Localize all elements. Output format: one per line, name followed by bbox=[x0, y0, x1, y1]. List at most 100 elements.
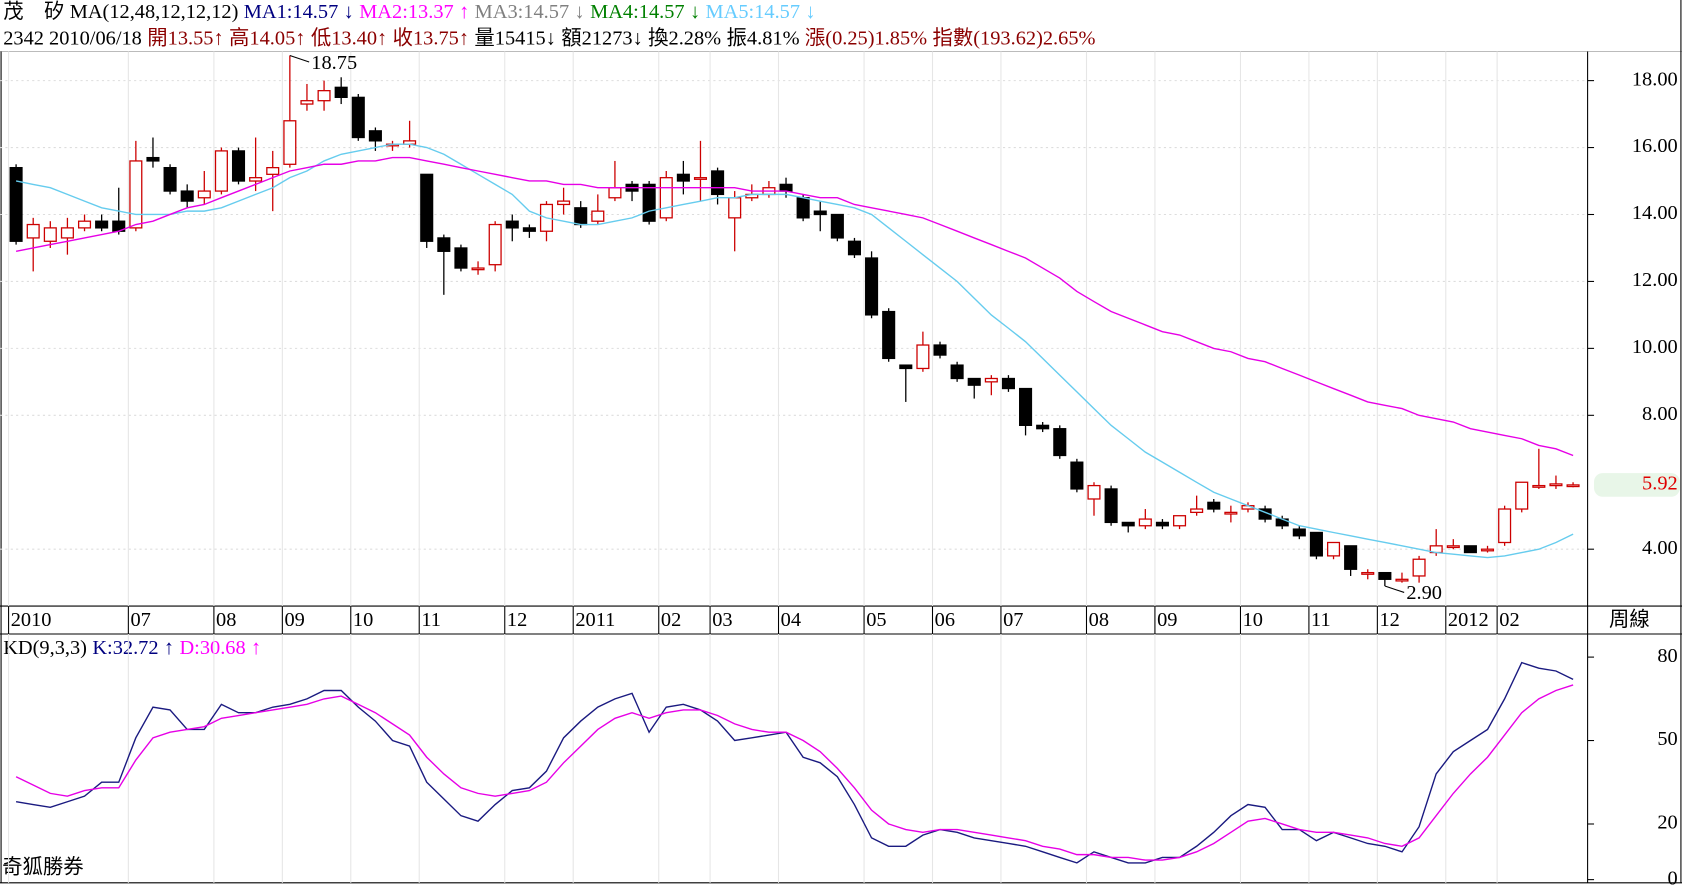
y-tick-label: 8.00 bbox=[1642, 403, 1678, 425]
candle-body bbox=[214, 150, 228, 192]
info-item: D:30.68 bbox=[179, 637, 245, 659]
candle-body bbox=[950, 364, 964, 380]
candle-body bbox=[231, 150, 246, 182]
candle-body bbox=[676, 173, 690, 182]
candle-body bbox=[1378, 571, 1392, 580]
info-item: MA(12,48,12,12,12) bbox=[70, 1, 239, 23]
x-tick-label: 10 bbox=[1243, 609, 1263, 631]
candle-body bbox=[1480, 548, 1495, 552]
candle-body bbox=[197, 190, 211, 199]
info-item: 指數(193.62)2.65% bbox=[933, 26, 1096, 49]
candle-body bbox=[266, 166, 280, 175]
x-tick-label: 07 bbox=[130, 609, 150, 631]
x-tick-label: 12 bbox=[507, 609, 527, 631]
x-tick-label: 2011 bbox=[575, 609, 615, 631]
x-tick-label: 06 bbox=[935, 609, 955, 631]
candle-body bbox=[1155, 521, 1169, 527]
candle-body bbox=[1395, 578, 1409, 582]
x-tick-label: 11 bbox=[1311, 609, 1331, 631]
info-item: 低13.40↑ bbox=[311, 26, 387, 49]
candle-body bbox=[1173, 515, 1187, 527]
candle-body bbox=[437, 237, 451, 252]
x-tick-label: 10 bbox=[353, 609, 373, 631]
candle-body bbox=[1019, 387, 1033, 426]
candle-body bbox=[146, 156, 160, 162]
candle-body bbox=[1001, 377, 1015, 390]
candle-body bbox=[916, 344, 930, 370]
info-item: ↑ bbox=[251, 637, 261, 659]
candle-body bbox=[334, 86, 348, 98]
last-price-label: 5.92 bbox=[1642, 473, 1678, 495]
candle-body bbox=[693, 177, 708, 180]
info-item: ↓ bbox=[344, 1, 354, 23]
info-item: MA1:14.57 bbox=[244, 1, 339, 23]
candle-body bbox=[1053, 428, 1067, 457]
candle-body bbox=[847, 240, 862, 256]
y-tick-label: 12.00 bbox=[1632, 269, 1678, 291]
candle-body bbox=[249, 177, 263, 182]
candle-body bbox=[1412, 558, 1426, 577]
info-item: K:32.72 bbox=[92, 637, 158, 659]
info-item: KD(9,3,3) bbox=[3, 637, 87, 659]
info-item: MA5:14.57 bbox=[706, 1, 801, 23]
candle-body bbox=[796, 197, 810, 219]
candle-body bbox=[882, 310, 896, 360]
candle-body bbox=[1224, 511, 1238, 515]
candle-body bbox=[1121, 521, 1135, 527]
x-tick-label: 02 bbox=[661, 609, 681, 631]
candle-body bbox=[163, 166, 177, 192]
candle-body bbox=[1087, 484, 1101, 500]
candle-body bbox=[984, 377, 998, 383]
candle-body bbox=[813, 210, 827, 216]
info-item: ↓ bbox=[805, 1, 815, 23]
candle-body bbox=[95, 220, 109, 229]
x-tick-label: 07 bbox=[1003, 609, 1023, 631]
info-item: 收13.75↑ bbox=[393, 26, 469, 49]
candle-body bbox=[351, 96, 365, 139]
candle-body bbox=[608, 187, 622, 199]
candle-body bbox=[1070, 461, 1084, 490]
candle-body bbox=[779, 183, 793, 192]
y-tick-label: 4.00 bbox=[1642, 537, 1678, 559]
info-item: MA3:14.57 bbox=[475, 1, 570, 23]
candle-body bbox=[522, 227, 536, 232]
candle-body bbox=[368, 130, 382, 142]
candle-body bbox=[180, 190, 194, 202]
info-item: 高14.05↑ bbox=[229, 26, 305, 49]
annotation: 2.90 bbox=[1406, 582, 1442, 604]
kd-line bbox=[15, 684, 1574, 861]
info-item: 額21273↓ bbox=[561, 26, 643, 49]
candle-body bbox=[283, 120, 297, 165]
candle-body bbox=[1463, 545, 1477, 554]
info-item: 換2.28% bbox=[648, 26, 721, 49]
annotation-leader bbox=[289, 55, 310, 63]
annotation-leader bbox=[1384, 585, 1405, 593]
info-line: 2342 2010/06/18 開13.55↑ 高14.05↑ 低13.40↑ 收13.… bbox=[3, 26, 1095, 49]
candle-body bbox=[454, 247, 468, 269]
candle-body bbox=[317, 90, 331, 102]
last-price-box bbox=[1594, 473, 1680, 497]
candle-body bbox=[1515, 481, 1529, 510]
candle-body bbox=[26, 223, 40, 239]
y-tick-label: 0 bbox=[1668, 867, 1678, 885]
watermark: 奇狐勝券 bbox=[2, 856, 84, 879]
info-line: KD(9,3,3) K:32.72 ↑ D:30.68 ↑ bbox=[3, 637, 261, 659]
period-label: 周線 bbox=[1609, 608, 1650, 631]
info-item: 開13.55↑ bbox=[147, 27, 223, 49]
info-item: ↓ bbox=[690, 1, 700, 23]
candle-body bbox=[129, 160, 143, 229]
x-tick-label: 2010 bbox=[11, 609, 52, 631]
annotation: 18.75 bbox=[311, 52, 357, 74]
candle-body bbox=[830, 213, 844, 239]
candle-body bbox=[300, 100, 314, 105]
info-item: 量15415↓ bbox=[474, 27, 556, 49]
info-line: 茂 矽 MA(12,48,12,12,12) MA1:14.57 ↓ MA2:13.37… bbox=[3, 0, 815, 23]
candle-body bbox=[9, 166, 23, 242]
candle-body bbox=[1549, 483, 1563, 487]
x-tick-label: 05 bbox=[866, 609, 886, 631]
info-item: 茂 矽 bbox=[3, 0, 64, 23]
candle-body bbox=[1532, 484, 1546, 488]
x-tick-label: 03 bbox=[712, 609, 732, 631]
kd-line bbox=[15, 661, 1574, 864]
